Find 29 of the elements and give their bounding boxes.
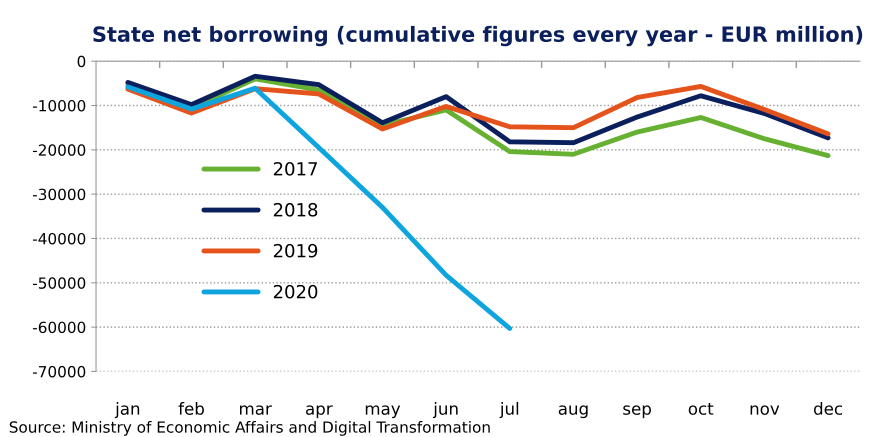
legend-label: 2017	[274, 162, 317, 176]
x-tick-label: feb	[178, 402, 204, 415]
source-note: Source: Ministry of Economic Affairs and Digital Transformation	[10, 421, 490, 436]
legend-label: 2018	[274, 202, 318, 217]
line-series	[125, 84, 512, 331]
x-tick-label: sep	[623, 405, 651, 418]
x-tick-label: may	[366, 405, 400, 418]
x-tick-label: nov	[750, 405, 780, 415]
line-series	[125, 74, 831, 146]
x-tick-label: aug	[558, 405, 588, 418]
x-tick-label: dec	[814, 402, 842, 415]
y-tick-label: -30000	[32, 188, 86, 200]
legend-label: 2019	[274, 244, 318, 258]
y-tick-label: -20000	[32, 144, 86, 156]
x-tick-label: mar	[240, 405, 272, 415]
y-tick-label: 0	[78, 56, 86, 68]
x-tick-label: jun	[432, 402, 458, 418]
y-tick-label: -40000	[32, 232, 86, 244]
legend-label: 2020	[274, 284, 318, 298]
x-tick-label: jan	[114, 402, 140, 418]
x-tick-label: jul	[500, 402, 518, 418]
y-tick-label: -10000	[32, 100, 86, 112]
y-tick-label: -50000	[32, 277, 86, 289]
x-tick-label: oct	[688, 402, 714, 415]
y-tick-label: -60000	[32, 322, 86, 334]
x-tick-label: apr	[306, 405, 333, 418]
line-series	[125, 84, 831, 136]
y-tick-label: -70000	[32, 366, 86, 378]
chart-title: State net borrowing (cumulative figures every year - EUR million)	[93, 26, 862, 46]
